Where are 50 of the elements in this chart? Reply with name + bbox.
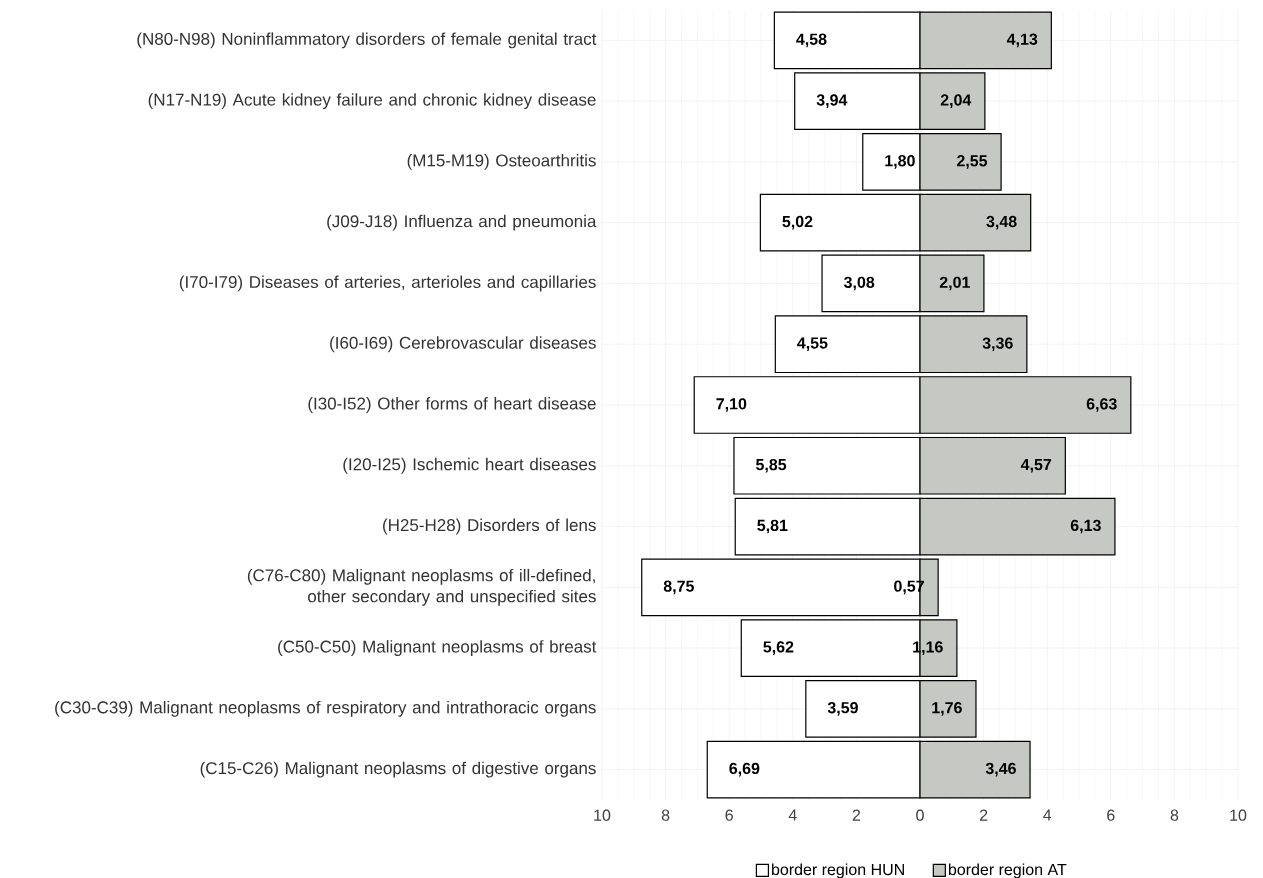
- data-label: 3,94: [816, 94, 848, 108]
- data-label: 5,02: [782, 215, 813, 230]
- data-label: 5,62: [763, 641, 794, 655]
- data-label: 1,76: [932, 702, 962, 716]
- y-tick-label: (J09-J18) Influenza and pneumonia: [327, 214, 597, 231]
- y-tick-label: (C30-C39) Malignant neoplasms of respiratory and intrathoracic organs: [55, 700, 596, 717]
- data-label: 1,80: [885, 155, 915, 169]
- data-label: 4,58: [796, 33, 827, 48]
- y-tick-label: (C50-C50) Malignant neoplasms of breast: [278, 640, 597, 656]
- data-label: 5,81: [757, 519, 788, 534]
- x-tick-label: 8: [1170, 809, 1179, 821]
- data-label: 5,85: [756, 458, 787, 473]
- x-tick-label: 4: [788, 809, 797, 821]
- data-label: 3,59: [827, 702, 858, 716]
- x-tick-label: 8: [661, 809, 670, 821]
- x-tick-label: 0: [916, 809, 924, 821]
- legend-label: border region HUN: [772, 863, 904, 878]
- data-label: 3,46: [985, 762, 1016, 777]
- x-tick-label: 6: [725, 809, 733, 821]
- data-label: 7,10: [716, 398, 747, 412]
- legend-label: border region AT: [948, 863, 1067, 878]
- data-label: 6,13: [1070, 519, 1101, 534]
- x-tick-label: 6: [1107, 809, 1115, 821]
- y-tick-label: (I70-I79) Diseases of arteries, arterioles and capillaries: [179, 275, 596, 292]
- data-label: 6,69: [729, 762, 760, 777]
- y-tick-label: (I60-I69) Cerebrovascular diseases: [330, 336, 596, 353]
- data-label: 3,08: [843, 276, 875, 291]
- x-tick-label: 10: [1230, 809, 1247, 821]
- y-tick-label: (M15-M19) Osteoarthritis: [407, 154, 596, 170]
- y-tick-label: (H25-H28) Disorders of lens: [383, 518, 596, 535]
- x-tick-label: 2: [979, 809, 988, 821]
- data-label: 4,55: [797, 337, 828, 351]
- y-tick-label: (C76-C80) Malignant neoplasms of ill-defined, other secondary and unspecified sites: [247, 568, 596, 606]
- y-tick-label: (N80-N98) Noninflammatory disorders of female genital tract: [137, 32, 597, 49]
- x-tick-label: 2: [852, 809, 861, 821]
- data-label: 2,55: [956, 155, 988, 169]
- data-label: 2,01: [939, 276, 970, 291]
- data-label: 4,13: [1006, 33, 1038, 48]
- y-tick-label: (N17-N19) Acute kidney failure and chronic kidney disease: [148, 93, 596, 110]
- data-label: 4,57: [1020, 459, 1052, 473]
- y-tick-label: (I30-I52) Other forms of heart disease: [308, 397, 596, 413]
- data-label: 3,36: [982, 337, 1013, 352]
- x-tick-label: 4: [1043, 809, 1052, 821]
- y-tick-label: (I20-I25) Ischemic heart diseases: [343, 457, 596, 474]
- data-label: 2,04: [940, 94, 972, 108]
- y-tick-label: (C15-C26) Malignant neoplasms of digestive organs: [200, 761, 596, 778]
- data-label: 8,75: [663, 580, 694, 595]
- x-tick-label: 10: [594, 809, 611, 821]
- data-label: 6,63: [1086, 398, 1117, 412]
- data-label: 3,48: [986, 215, 1017, 230]
